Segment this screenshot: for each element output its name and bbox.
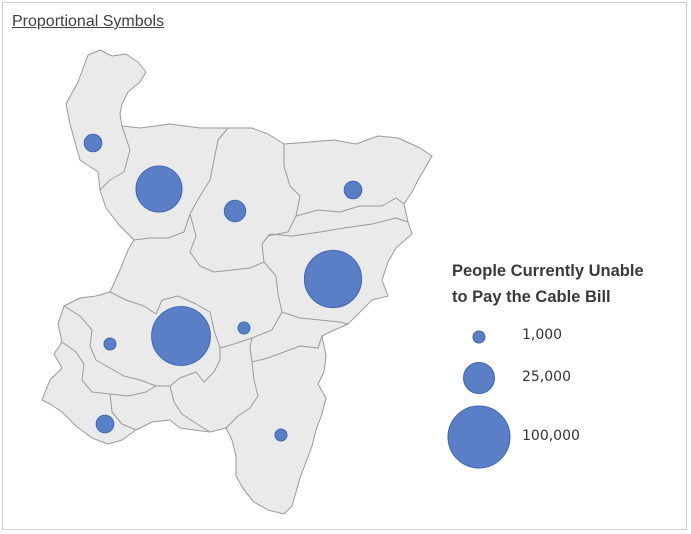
symbol-central: [151, 306, 211, 366]
regions-layer: [41, 49, 433, 515]
map-title: Proportional Symbols: [12, 13, 165, 30]
symbol-north-east: [343, 180, 363, 200]
region-border: [295, 197, 405, 217]
symbol-north-central: [223, 199, 247, 223]
symbol-east: [303, 249, 363, 309]
symbol-central-east: [237, 321, 251, 335]
region-border: [263, 261, 349, 325]
legend-label-large: 100,000: [522, 428, 580, 444]
region-border: [225, 337, 259, 429]
legend-label-small: 1,000: [522, 327, 563, 343]
region-border: [169, 385, 211, 433]
legend-title-line2: to Pay the Cable Bill: [452, 288, 611, 306]
region-border: [63, 305, 221, 387]
symbol-south-east: [274, 428, 288, 442]
legend-label-medium: 25,000: [522, 369, 571, 385]
legend-symbol-1: [463, 362, 495, 394]
region-border: [261, 217, 409, 245]
legend-symbol-2: [447, 405, 511, 469]
legend-symbol-0: [472, 330, 486, 344]
region-border: [109, 393, 137, 431]
region-border: [189, 144, 301, 273]
symbol-north-central-west: [135, 165, 183, 213]
legend-title-line1: People Currently Unable: [452, 262, 644, 280]
region-border: [133, 127, 229, 241]
region-border: [251, 335, 323, 363]
legend-title: People Currently Unable to Pay the Cable…: [452, 258, 682, 310]
symbols-layer: [83, 133, 363, 442]
symbol-south-west: [95, 414, 115, 434]
legend-symbols-layer: [447, 330, 511, 469]
region-border: [61, 341, 157, 397]
region-border: [109, 291, 283, 349]
symbol-north-west: [83, 133, 103, 153]
territory-outline: [41, 49, 433, 515]
symbol-west: [103, 337, 117, 351]
region-border: [99, 125, 131, 191]
